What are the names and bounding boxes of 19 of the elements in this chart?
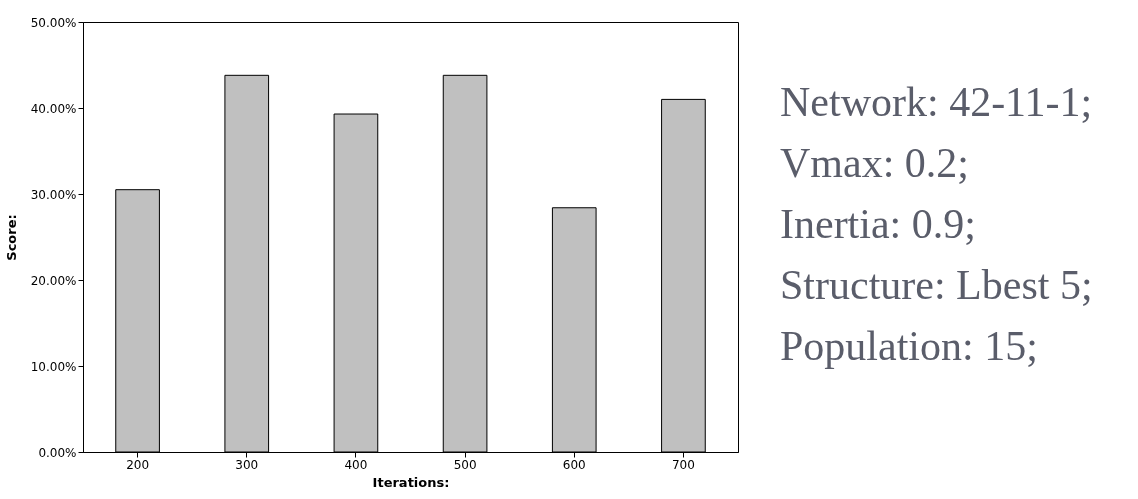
x-tick-label: 700 xyxy=(671,457,695,472)
x-tick-label: 600 xyxy=(562,457,586,472)
text: Vmax: 0.2; xyxy=(780,139,970,188)
text: Population: 15; xyxy=(780,322,1039,371)
x-axis-title: Iterations: xyxy=(372,474,450,490)
x-tick-label: 400 xyxy=(344,457,368,472)
y-tick-label: 20.00% xyxy=(30,273,77,288)
x-tick-label: 200 xyxy=(126,457,150,472)
y-axis-title: Score: xyxy=(3,214,19,261)
y-tick-label: 30.00% xyxy=(30,187,77,202)
x-tick-label: 500 xyxy=(453,457,477,472)
x-tick-label: 300 xyxy=(235,457,259,472)
y-tick-label: 10.00% xyxy=(30,359,77,374)
text: Inertia: 0.9; xyxy=(780,200,977,249)
y-tick-label: 40.00% xyxy=(30,101,77,116)
y-tick-label: 50.00% xyxy=(30,15,77,30)
text: Structure: Lbest 5; xyxy=(780,261,1093,310)
y-tick-label: 0.00% xyxy=(38,445,77,460)
text: Network: 42-11-1; xyxy=(780,78,1093,127)
